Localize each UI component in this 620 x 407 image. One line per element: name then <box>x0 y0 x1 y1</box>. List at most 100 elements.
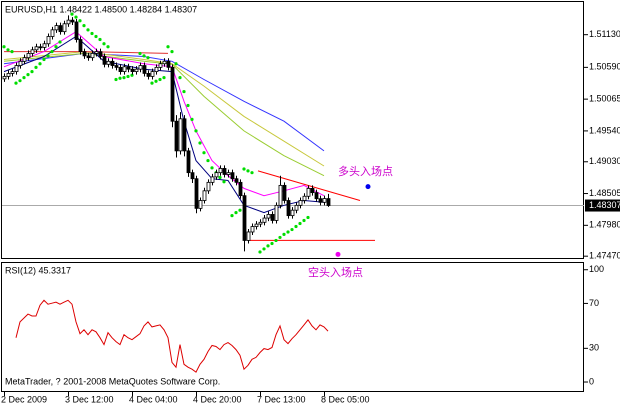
candle-body <box>222 168 227 175</box>
candle-body <box>86 55 91 59</box>
y-tick-label: 0 <box>589 376 594 386</box>
candle-body <box>150 71 155 77</box>
candle-body <box>322 198 327 203</box>
sar-dot <box>70 12 74 16</box>
candle-body <box>54 25 59 31</box>
candle-body <box>22 57 27 62</box>
candle-body <box>194 178 199 209</box>
sar-dot <box>78 19 82 23</box>
candle-body <box>250 226 255 233</box>
candle-body <box>146 73 151 77</box>
x-tick-label: 2 Dec 2009 <box>1 394 47 404</box>
sar-dot <box>302 218 306 223</box>
sar-dot <box>262 247 266 251</box>
sar-dot <box>50 50 54 54</box>
candle-body <box>206 181 211 192</box>
sar-dot <box>46 54 50 58</box>
x-tick-label: 7 Dec 13:00 <box>257 394 306 404</box>
candle-body <box>70 19 75 23</box>
candle-body <box>218 168 223 174</box>
candle-body <box>6 73 11 77</box>
candle-body <box>302 195 307 201</box>
sar-dot <box>94 34 98 39</box>
sar-dot <box>90 31 94 36</box>
candle-body <box>226 172 231 175</box>
sar-dot <box>34 65 38 69</box>
candle-body <box>198 200 203 209</box>
candle-body <box>122 66 127 72</box>
sar-dot <box>38 62 42 66</box>
sar-dot <box>150 81 154 85</box>
candle-body <box>294 204 299 211</box>
candle-body <box>114 65 119 68</box>
sar-dot <box>82 24 86 28</box>
sar-dot <box>166 45 170 49</box>
sar-dot <box>114 77 118 82</box>
sar-dot <box>18 79 22 83</box>
sar-dot <box>58 40 62 44</box>
sar-dot <box>98 37 102 42</box>
footer: MetaTrader, ? 2001-2008 MetaQuotes Softw… <box>5 376 220 386</box>
sar-dot <box>294 224 298 229</box>
candle-body <box>118 66 123 72</box>
sar-dot <box>126 74 130 79</box>
y-tick-label: 70 <box>589 298 599 308</box>
sar-dot <box>30 69 34 74</box>
candle-body <box>158 63 163 68</box>
candle-body <box>14 65 19 72</box>
candle-body <box>94 51 99 54</box>
sar-dot <box>278 235 282 240</box>
candle-body <box>82 51 87 57</box>
sar-dot <box>182 89 186 94</box>
candle-body <box>30 49 35 54</box>
candle-body <box>270 214 275 221</box>
y-tick-label: 1.47470 <box>589 251 620 261</box>
sar-dot <box>270 241 274 246</box>
y-tick-label: 1.50065 <box>589 94 620 104</box>
sar-dot <box>202 151 206 155</box>
sar-dot <box>238 208 242 212</box>
rsi-line <box>15 299 329 373</box>
y-tick-label: 1.51130 <box>589 29 620 39</box>
sar-dot <box>186 103 190 108</box>
candle-body <box>62 23 67 33</box>
y-tick-label: 1.49030 <box>589 156 620 166</box>
last-price-box <box>585 199 620 212</box>
sar-dot <box>222 180 226 184</box>
candle-body <box>290 209 295 217</box>
sar-dot <box>306 215 310 220</box>
sar-dot <box>162 76 166 80</box>
candle-body <box>190 172 195 180</box>
candle-body <box>78 39 83 53</box>
sar-dot <box>250 171 254 175</box>
candle-body <box>134 68 139 72</box>
candle-body <box>42 43 47 48</box>
sar-dot <box>178 76 182 80</box>
candle-body <box>254 223 259 227</box>
candle-body <box>186 150 191 174</box>
x-tick-label: 4 Dec 04:00 <box>129 394 178 404</box>
candle-body <box>38 46 43 49</box>
candle-body <box>46 36 51 45</box>
candle-body <box>246 231 251 241</box>
candle-body <box>170 66 175 122</box>
entry-dot <box>335 251 341 257</box>
y-tick-label: 30 <box>589 343 599 353</box>
x-tick-label: 3 Dec 12:00 <box>65 394 114 404</box>
candle-body <box>2 76 7 80</box>
candle-body <box>210 176 215 183</box>
sar-dot <box>198 141 202 145</box>
candle-body <box>34 46 39 51</box>
sar-dot <box>206 158 210 163</box>
candle-body <box>90 53 95 59</box>
candle-body <box>138 65 143 70</box>
sar-dot <box>138 51 142 56</box>
candle-body <box>26 53 31 59</box>
candle-body <box>314 192 319 200</box>
x-tick-label: 4 Dec 20:00 <box>193 394 242 404</box>
y-tick-label: 1.50590 <box>589 62 620 72</box>
candle-body <box>202 190 207 201</box>
